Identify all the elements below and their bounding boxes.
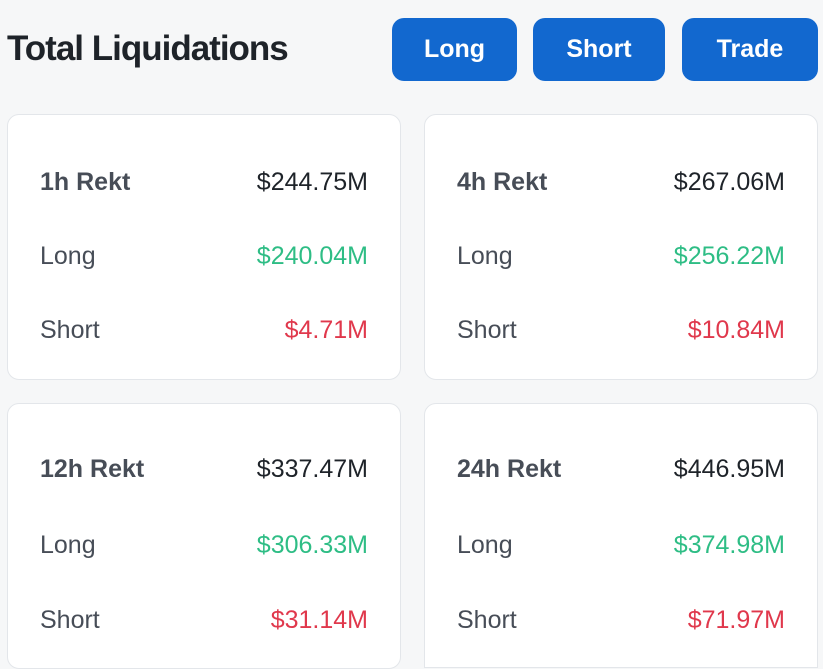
short-row: Short $71.97M bbox=[457, 600, 785, 640]
long-value: $256.22M bbox=[673, 241, 785, 270]
short-row: Short $4.71M bbox=[40, 310, 368, 350]
long-row: Long $374.98M bbox=[457, 525, 785, 565]
short-label: Short bbox=[457, 605, 517, 634]
page-title: Total Liquidations bbox=[7, 29, 289, 68]
total-row: 12h Rekt $337.47M bbox=[40, 449, 368, 489]
long-button[interactable]: Long bbox=[392, 18, 517, 81]
period-label: 12h Rekt bbox=[40, 454, 145, 483]
long-value: $306.33M bbox=[256, 530, 368, 559]
long-row: Long $240.04M bbox=[40, 236, 368, 276]
total-value: $244.75M bbox=[256, 167, 368, 196]
total-row: 4h Rekt $267.06M bbox=[457, 162, 785, 202]
total-value: $446.95M bbox=[673, 454, 785, 483]
period-label: 24h Rekt bbox=[457, 454, 562, 483]
short-value: $71.97M bbox=[687, 605, 785, 634]
long-label: Long bbox=[40, 530, 96, 559]
short-value: $10.84M bbox=[687, 315, 785, 344]
trade-button[interactable]: Trade bbox=[682, 18, 818, 81]
total-value: $337.47M bbox=[256, 454, 368, 483]
long-label: Long bbox=[457, 530, 513, 559]
liquidation-card-4h: 4h Rekt $267.06M Long $256.22M Short $10… bbox=[424, 114, 818, 380]
long-label: Long bbox=[40, 241, 96, 270]
total-row: 1h Rekt $244.75M bbox=[40, 162, 368, 202]
total-value: $267.06M bbox=[673, 167, 785, 196]
short-value: $31.14M bbox=[270, 605, 368, 634]
liquidation-card-1h: 1h Rekt $244.75M Long $240.04M Short $4.… bbox=[7, 114, 401, 380]
short-label: Short bbox=[457, 315, 517, 344]
short-value: $4.71M bbox=[284, 315, 368, 344]
period-label: 1h Rekt bbox=[40, 167, 131, 196]
total-row: 24h Rekt $446.95M bbox=[457, 449, 785, 489]
short-label: Short bbox=[40, 605, 100, 634]
short-row: Short $10.84M bbox=[457, 310, 785, 350]
short-button[interactable]: Short bbox=[533, 18, 665, 81]
long-row: Long $256.22M bbox=[457, 236, 785, 276]
long-label: Long bbox=[457, 241, 513, 270]
liquidation-card-12h: 12h Rekt $337.47M Long $306.33M Short $3… bbox=[7, 403, 401, 669]
header: Total Liquidations Long Short Trade bbox=[0, 0, 823, 100]
long-value: $374.98M bbox=[673, 530, 785, 559]
period-label: 4h Rekt bbox=[457, 167, 548, 196]
liquidation-card-24h: 24h Rekt $446.95M Long $374.98M Short $7… bbox=[424, 403, 818, 668]
long-value: $240.04M bbox=[256, 241, 368, 270]
short-row: Short $31.14M bbox=[40, 600, 368, 640]
long-row: Long $306.33M bbox=[40, 525, 368, 565]
short-label: Short bbox=[40, 315, 100, 344]
